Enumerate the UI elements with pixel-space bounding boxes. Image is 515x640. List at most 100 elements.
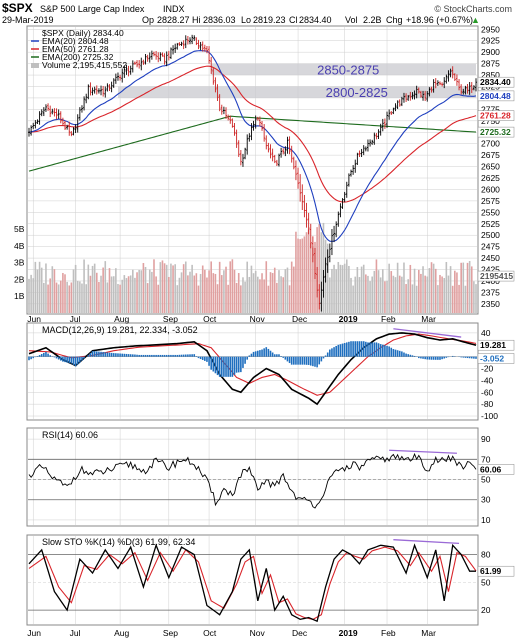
x-tick-label: Sep: [163, 314, 178, 324]
macd-histogram-bar: [405, 353, 407, 357]
macd-histogram-bar: [466, 356, 469, 359]
price-bar: [180, 41, 183, 46]
macd-histogram-bar: [127, 354, 130, 357]
price-bar: [464, 85, 467, 95]
volume-bar: [367, 275, 369, 313]
macd-histogram-bar: [72, 356, 75, 366]
price-bar: [303, 194, 306, 218]
volume-bar: [297, 238, 299, 313]
price-bar: [70, 131, 73, 137]
volume-bar: [172, 265, 174, 313]
price-bar: [451, 66, 454, 79]
price-bar: [358, 150, 361, 158]
macd-histogram-bar: [439, 356, 441, 360]
price-bar: [330, 229, 333, 256]
volume-bar: [121, 279, 124, 313]
macd-histogram-bar: [189, 354, 191, 357]
volume-bar: [218, 261, 221, 313]
x-tick-label-bottom: Jun: [27, 628, 41, 638]
volume-bar: [422, 266, 424, 313]
volume-bar: [248, 276, 251, 313]
price-bar: [102, 86, 105, 97]
rsi-flag: 60.06: [477, 464, 515, 475]
price-bar: [422, 90, 425, 101]
macd-histogram-bar: [64, 356, 66, 363]
volume-bar: [331, 268, 333, 313]
volume-bar: [204, 269, 206, 313]
volume-bar: [161, 260, 164, 313]
ema50-flag: 2761.28: [477, 110, 515, 121]
ema20-flag: 2804.48: [477, 90, 515, 102]
price-bar: [447, 70, 450, 82]
volume-bar: [451, 285, 454, 313]
macd-histogram-bar: [286, 356, 289, 362]
volume-bar: [144, 266, 147, 313]
macd-histogram-bar: [91, 350, 94, 357]
volume-bar: [326, 243, 329, 313]
x-tick-label: Dec: [292, 314, 308, 324]
price-bar: [258, 116, 261, 127]
macd-histogram-bar: [316, 356, 318, 368]
price-bar: [163, 53, 166, 65]
x-tick-label-bottom: Mar: [421, 628, 436, 638]
volume-bar: [288, 285, 291, 313]
macd-histogram-bar: [333, 347, 335, 357]
volume-bar: [59, 280, 62, 313]
macd-histogram-bar: [420, 356, 422, 359]
volume-bar: [454, 270, 456, 313]
price-tick-label: 2700: [481, 139, 500, 149]
price-bar: [214, 77, 217, 93]
volume-flag-box: [477, 270, 515, 282]
macd-histogram-bar: [331, 348, 333, 357]
macd-histogram-bar: [462, 356, 465, 358]
last-price-flag: 2834.40: [477, 76, 515, 88]
macd-histogram-bar: [155, 354, 157, 357]
price-bar: [146, 54, 149, 62]
volume-bar: [159, 262, 162, 313]
price-tick-label: 2650: [481, 162, 500, 172]
macd-histogram-bar: [341, 343, 344, 357]
macd-legend: MACD(12,26,9) 19.281, 22.334, -3.052: [42, 325, 198, 335]
price-bar: [191, 34, 194, 45]
macd-histogram-bar: [309, 356, 312, 366]
price-bar: [95, 85, 98, 95]
macd-histogram-bar: [220, 356, 223, 377]
price-bar: [345, 181, 348, 198]
volume-bar: [424, 275, 426, 313]
macd-histogram-bar: [329, 349, 331, 357]
volume-bar: [49, 278, 51, 313]
macd-histogram-bar: [119, 353, 121, 357]
price-bar: [133, 61, 136, 65]
price-bar: [280, 147, 283, 158]
macd-histogram-bar: [87, 354, 90, 357]
price-bar: [100, 85, 103, 96]
volume-bar: [220, 275, 223, 313]
macd-histogram-bar: [47, 353, 49, 357]
volume-bar: [193, 275, 196, 313]
price-bar: [402, 92, 405, 103]
volume-bar: [407, 279, 410, 313]
macd-histogram-bar: [379, 344, 382, 357]
macd-histogram-bar: [172, 354, 174, 357]
price-bar: [475, 78, 477, 92]
price-bar: [42, 107, 45, 117]
macd-histogram-bar: [199, 356, 202, 360]
stochastic-legend: Slow STO %K(14) %D(3) 61.99, 62.34: [42, 537, 195, 547]
volume-bar: [165, 264, 168, 313]
volume-bar: [184, 261, 187, 313]
macd-flag-box: [477, 339, 515, 351]
volume-bar: [337, 261, 340, 313]
volume-bar: [53, 269, 56, 313]
price-bar: [256, 116, 259, 121]
zone-label: 2800-2825: [326, 85, 388, 100]
volume-bar: [108, 268, 111, 313]
volume-bar: [89, 275, 92, 313]
price-bar: [354, 159, 357, 173]
macd-histogram-bar: [318, 356, 321, 365]
volume-bar: [70, 282, 73, 313]
price-bar: [218, 94, 221, 112]
price-bar: [47, 103, 50, 111]
volume-bar: [112, 276, 115, 313]
price-bar: [313, 248, 316, 279]
volume-bar: [214, 273, 217, 313]
